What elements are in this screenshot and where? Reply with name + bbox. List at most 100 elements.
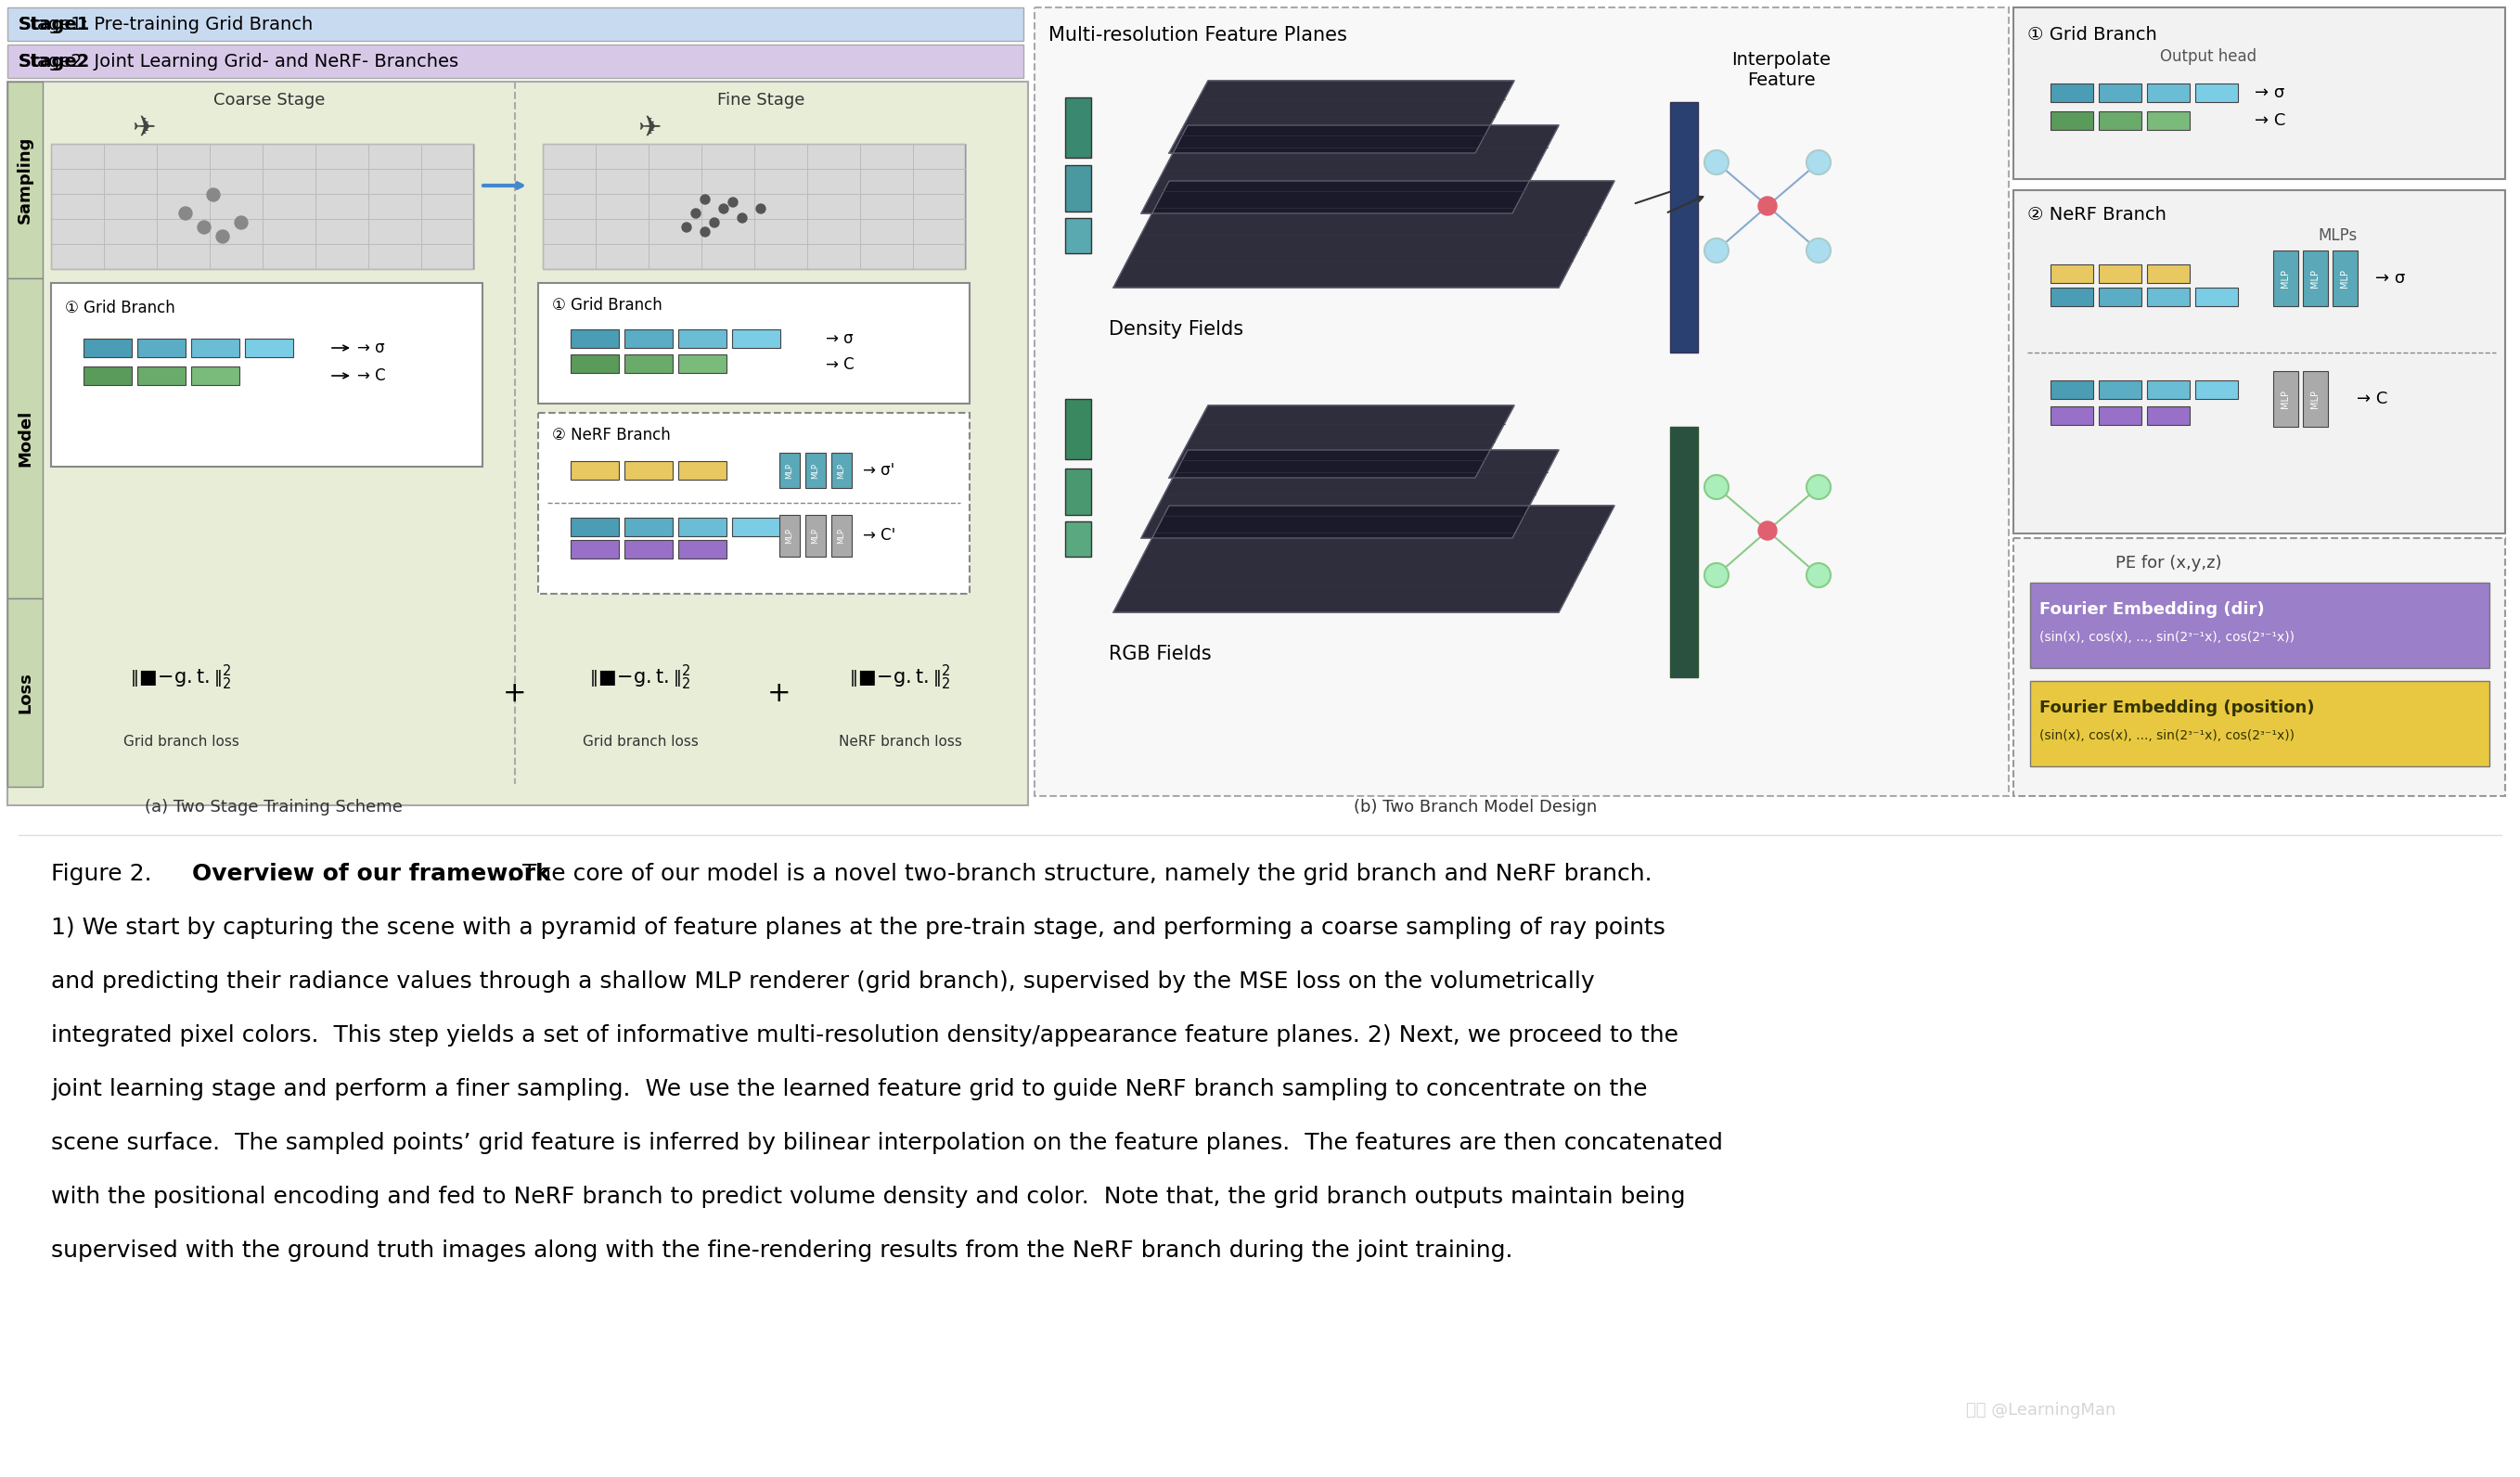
Text: ② NeRF Branch: ② NeRF Branch bbox=[552, 427, 670, 443]
Bar bbox=[678, 461, 726, 480]
Circle shape bbox=[207, 189, 219, 201]
Text: MLP: MLP bbox=[811, 527, 819, 544]
Polygon shape bbox=[1142, 126, 1560, 213]
Bar bbox=[733, 329, 781, 349]
Text: ① Grid Branch: ① Grid Branch bbox=[66, 300, 174, 316]
Text: ② NeRF Branch: ② NeRF Branch bbox=[2026, 205, 2167, 223]
Text: Stage1: Stage1 bbox=[18, 15, 91, 32]
Text: MLP: MLP bbox=[786, 527, 794, 544]
Circle shape bbox=[738, 213, 746, 223]
Bar bbox=[539, 414, 970, 594]
Bar bbox=[2051, 264, 2094, 284]
Bar bbox=[625, 329, 673, 349]
Circle shape bbox=[1704, 238, 1729, 263]
Text: ✈: ✈ bbox=[638, 115, 660, 142]
Text: Grid branch loss: Grid branch loss bbox=[582, 736, 698, 749]
Bar bbox=[83, 366, 131, 385]
Bar bbox=[2051, 111, 2094, 130]
Bar bbox=[2051, 84, 2094, 102]
Circle shape bbox=[1759, 521, 1777, 541]
Bar bbox=[542, 143, 965, 269]
Text: Grid branch loss: Grid branch loss bbox=[123, 736, 239, 749]
Circle shape bbox=[179, 207, 192, 220]
Bar bbox=[678, 329, 726, 349]
Bar bbox=[192, 366, 239, 385]
Text: (a) Two Stage Training Scheme: (a) Two Stage Training Scheme bbox=[144, 799, 403, 815]
Bar bbox=[678, 354, 726, 374]
Text: +: + bbox=[504, 681, 527, 707]
Text: Fourier Embedding (dir): Fourier Embedding (dir) bbox=[2039, 601, 2265, 617]
Text: → C: → C bbox=[2255, 112, 2286, 128]
Text: 1) We start by capturing the scene with a pyramid of feature planes at the pre-t: 1) We start by capturing the scene with … bbox=[50, 917, 1666, 939]
Bar bbox=[678, 541, 726, 558]
Bar bbox=[2099, 288, 2142, 306]
Text: scene surface.  The sampled points’ grid feature is inferred by bilinear interpo: scene surface. The sampled points’ grid … bbox=[50, 1131, 1724, 1154]
Text: NeRF branch loss: NeRF branch loss bbox=[839, 736, 963, 749]
Text: MLP: MLP bbox=[2311, 390, 2318, 408]
Bar bbox=[625, 541, 673, 558]
Bar bbox=[8, 81, 43, 278]
Text: MLP: MLP bbox=[837, 462, 847, 479]
Circle shape bbox=[683, 223, 690, 232]
Polygon shape bbox=[1169, 405, 1515, 477]
Text: → σ: → σ bbox=[358, 340, 386, 356]
Bar bbox=[539, 284, 970, 403]
Text: $\left\|\blacksquare\!-\!\mathrm{g.t.}\right\|_2^2$: $\left\|\blacksquare\!-\!\mathrm{g.t.}\r… bbox=[849, 663, 950, 691]
Text: → σ: → σ bbox=[827, 331, 854, 347]
Bar bbox=[2051, 381, 2094, 399]
Text: MLP: MLP bbox=[786, 462, 794, 479]
Bar bbox=[2031, 582, 2490, 668]
Text: supervised with the ground truth images along with the fine-rendering results fr: supervised with the ground truth images … bbox=[50, 1239, 1512, 1261]
Text: $\left\|\blacksquare\!-\!\mathrm{g.t.}\right\|_2^2$: $\left\|\blacksquare\!-\!\mathrm{g.t.}\r… bbox=[590, 663, 690, 691]
Circle shape bbox=[1759, 196, 1777, 216]
Circle shape bbox=[1807, 151, 1830, 174]
Text: and predicting their radiance values through a shallow MLP renderer (grid branch: and predicting their radiance values thr… bbox=[50, 970, 1595, 993]
Bar bbox=[1066, 97, 1091, 158]
Text: Figure 2.: Figure 2. bbox=[50, 863, 159, 885]
Circle shape bbox=[701, 227, 711, 236]
Bar bbox=[8, 598, 43, 787]
Circle shape bbox=[234, 216, 247, 229]
Bar bbox=[136, 338, 186, 357]
Text: (sin(x), cos(x), ..., sin(2ᵌ⁻¹x), cos(2ᵌ⁻¹x)): (sin(x), cos(x), ..., sin(2ᵌ⁻¹x), cos(2ᵌ… bbox=[2039, 631, 2296, 644]
Circle shape bbox=[1807, 563, 1830, 588]
Bar bbox=[2013, 191, 2505, 533]
Text: → C': → C' bbox=[862, 527, 895, 544]
Bar bbox=[2031, 681, 2490, 767]
Circle shape bbox=[1704, 563, 1729, 588]
Text: MLP: MLP bbox=[2281, 269, 2291, 288]
Polygon shape bbox=[1169, 81, 1515, 154]
Text: Loss: Loss bbox=[18, 672, 33, 713]
Circle shape bbox=[718, 204, 728, 213]
Text: Density Fields: Density Fields bbox=[1109, 321, 1242, 338]
Bar bbox=[1066, 521, 1091, 557]
Bar bbox=[2195, 288, 2238, 306]
Bar bbox=[570, 541, 620, 558]
Circle shape bbox=[1704, 476, 1729, 499]
Bar bbox=[625, 518, 673, 536]
Bar bbox=[779, 515, 799, 557]
Bar bbox=[8, 44, 1023, 78]
Text: → C: → C bbox=[2356, 390, 2386, 408]
Text: Fourier Embedding (position): Fourier Embedding (position) bbox=[2039, 700, 2313, 716]
Text: Stage1: Pre-training Grid Branch: Stage1: Pre-training Grid Branch bbox=[18, 15, 312, 32]
Bar bbox=[1671, 102, 1698, 353]
Text: Overview of our framework: Overview of our framework bbox=[192, 863, 552, 885]
Bar bbox=[2303, 371, 2328, 427]
Text: Stage2: Joint Learning Grid- and NeRF- Branches: Stage2: Joint Learning Grid- and NeRF- B… bbox=[18, 52, 459, 69]
Circle shape bbox=[756, 204, 766, 213]
Circle shape bbox=[1807, 476, 1830, 499]
Bar bbox=[625, 354, 673, 374]
Text: → σ: → σ bbox=[2255, 84, 2286, 100]
Circle shape bbox=[1704, 151, 1729, 174]
Text: Stage2: Stage2 bbox=[18, 52, 91, 69]
Polygon shape bbox=[1114, 180, 1615, 288]
Bar bbox=[83, 338, 131, 357]
Bar bbox=[2195, 381, 2238, 399]
Text: RGB Fields: RGB Fields bbox=[1109, 645, 1212, 663]
Bar bbox=[244, 338, 292, 357]
Bar bbox=[2051, 406, 2094, 425]
Bar bbox=[1066, 468, 1091, 515]
Circle shape bbox=[728, 198, 738, 207]
Bar bbox=[2334, 251, 2359, 306]
